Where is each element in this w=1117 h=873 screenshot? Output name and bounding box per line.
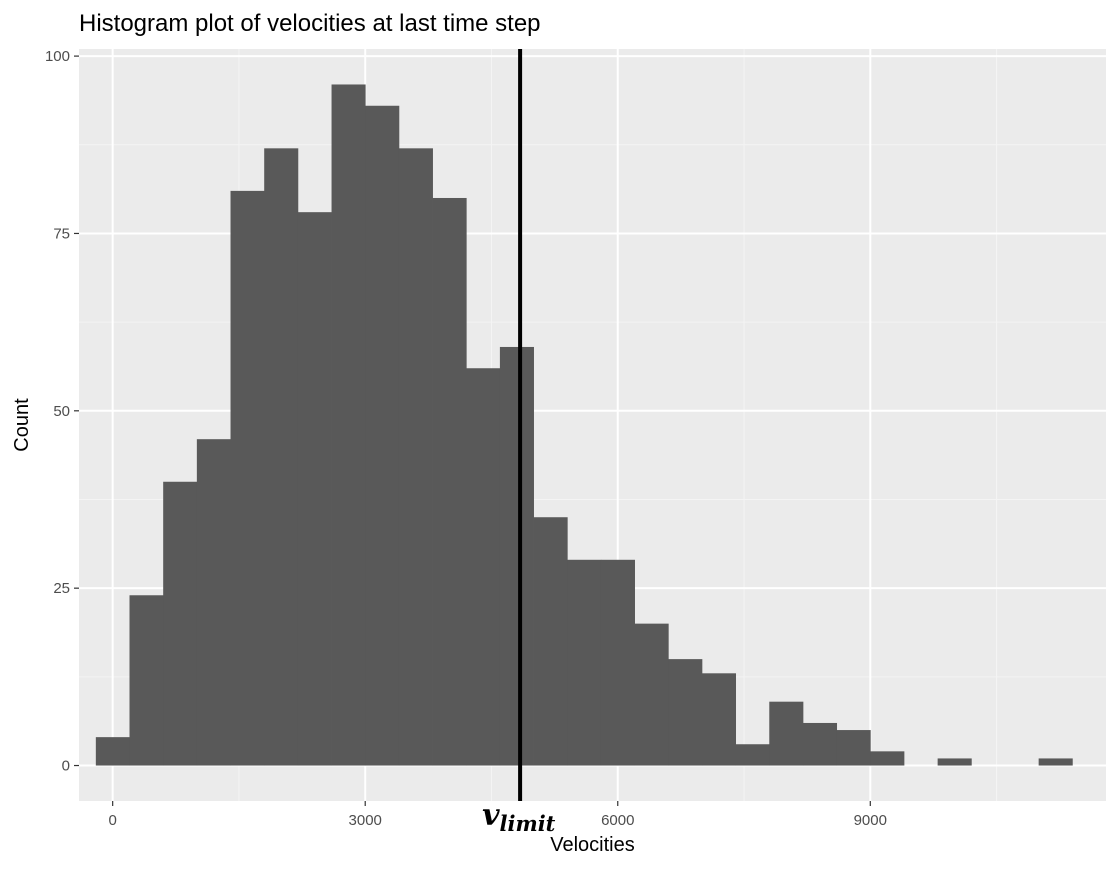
histogram-bar [1038, 758, 1073, 766]
x-tick-label: 0 [109, 812, 117, 829]
histogram-bar [600, 559, 635, 766]
velocity-limit-label-base: v [482, 798, 500, 833]
histogram-bar [264, 148, 299, 766]
x-tick-label: 9000 [854, 812, 887, 829]
histogram-bars [95, 84, 1073, 766]
histogram-bar [297, 212, 332, 766]
x-axis-ticks: 0 3000 6000 9000 [109, 801, 887, 829]
y-tick-label: 50 [53, 403, 70, 420]
histogram-bar [533, 517, 568, 766]
x-tick-label: 3000 [349, 812, 382, 829]
histogram-bar [365, 105, 400, 766]
histogram-bar [937, 758, 972, 766]
y-tick-label: 0 [62, 758, 70, 775]
histogram-bar [870, 751, 905, 766]
histogram-bar [331, 84, 366, 766]
histogram-bar [769, 701, 804, 766]
histogram-bar [95, 737, 130, 766]
histogram-bar [802, 722, 838, 766]
x-axis-title: Velocities [550, 834, 635, 856]
histogram-bar [196, 439, 231, 766]
histogram-bar [567, 559, 602, 766]
histogram-bar [735, 744, 770, 766]
histogram-bar [230, 190, 265, 766]
y-tick-label: 25 [53, 580, 70, 597]
velocity-limit-label: vlimit [482, 798, 556, 836]
histogram-bar [634, 623, 669, 766]
histogram-bar [499, 346, 534, 766]
chart-title: Histogram plot of velocities at last tim… [79, 10, 541, 37]
histogram-bar [466, 368, 501, 766]
histogram-bar [432, 197, 467, 766]
x-tick-label: 6000 [601, 812, 634, 829]
y-tick-label: 100 [45, 48, 70, 65]
velocity-limit-label-subscript: limit [500, 811, 556, 836]
y-axis-title: Count [11, 398, 33, 452]
y-tick-label: 75 [53, 225, 70, 242]
histogram-bar [701, 673, 737, 766]
histogram-bar [398, 148, 433, 766]
histogram-bar [836, 730, 871, 766]
histogram-bar [129, 595, 164, 766]
histogram-bar [668, 659, 703, 766]
y-axis-ticks: 0 25 50 75 100 [45, 48, 79, 775]
histogram-bar [163, 481, 198, 766]
